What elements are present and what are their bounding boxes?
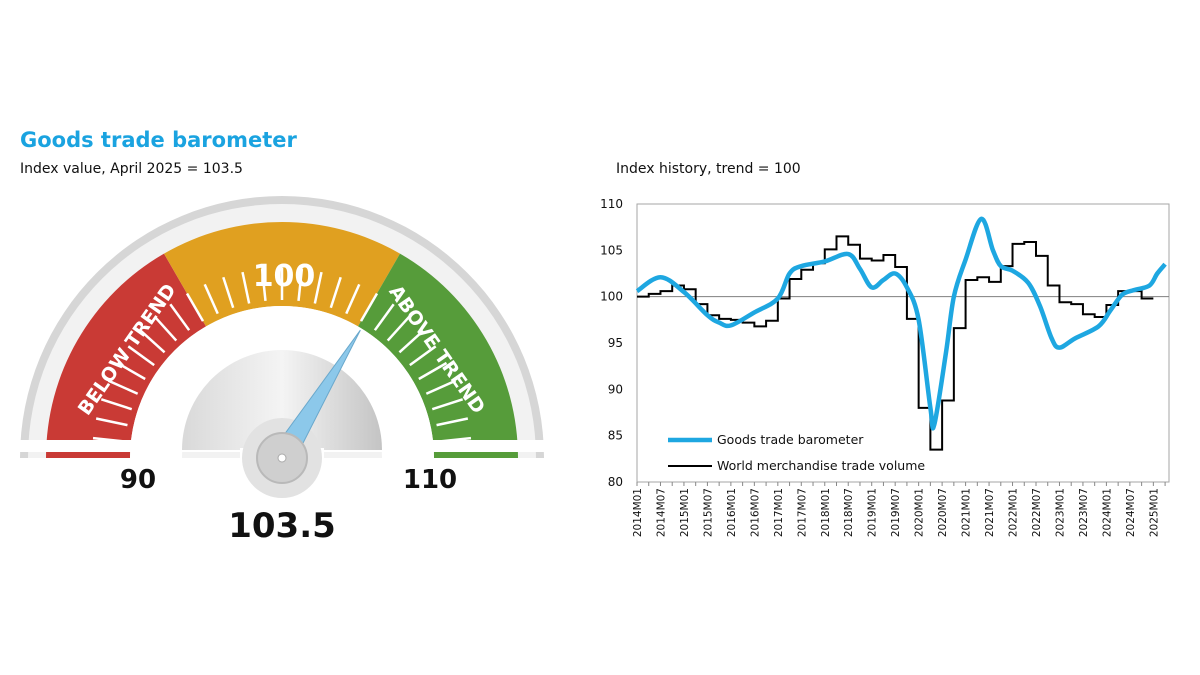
y-tick-label: 105 [600,243,623,257]
x-tick-label: 2021M07 [984,488,996,537]
gauge-tick [359,292,379,322]
gauge-tick [100,398,133,411]
gauge-tick [418,361,448,381]
gauge-title: Goods trade barometer [20,128,297,152]
x-tick-label: 2016M01 [726,488,738,537]
gauge-tick [222,276,235,309]
gauge-tick [153,315,178,342]
x-tick-label: 2019M07 [890,488,902,537]
x-tick-label: 2017M01 [773,488,785,537]
gauge-band-above [358,253,518,458]
gauge-tick [127,345,155,367]
y-tick-label: 85 [608,429,623,443]
x-tick-label: 2014M01 [632,488,644,537]
gauge-tick [169,303,191,331]
plot-area [636,203,1170,483]
gauge-mid-label: 100 [253,259,316,294]
gauge-tick [139,329,166,354]
x-tick-label: 2023M07 [1078,488,1090,537]
x-tick-label: 2025M01 [1148,488,1160,537]
legend-label-barometer: Goods trade barometer [717,432,864,447]
gauge-tick [297,268,304,301]
gauge-max-label: 110 [403,465,457,495]
gauge-tick [409,345,437,367]
x-tick-label: 2018M07 [843,488,855,537]
gauge-tick [241,271,251,304]
gauge-tick [345,283,361,315]
chart-title: Index history, trend = 100 [616,161,801,177]
x-tick-label: 2024M07 [1125,488,1137,537]
series-barometer-line [635,216,1167,431]
gauge-tick [260,268,267,301]
gauge-value-label: 103.5 [228,506,336,546]
gauge-knob-center [277,453,287,463]
x-tick-label: 2017M07 [796,488,808,537]
gauge-tick [398,329,425,354]
gauge-tick [425,379,457,395]
x-tick-label: 2015M01 [679,488,691,537]
gauge-tick [313,271,323,304]
gauge-tick [431,398,464,411]
y-tick-label: 110 [600,197,623,211]
x-tick-label: 2020M07 [937,488,949,537]
gauge-tick [203,283,219,315]
x-tick-label: 2023M01 [1054,488,1066,537]
gauge-tick [116,361,146,381]
gauge-tick [95,417,128,427]
x-tick-label: 2021M01 [961,488,973,537]
gauge-min-label: 90 [120,465,156,495]
x-tick-label: 2019M01 [867,488,879,537]
y-tick-label: 80 [608,475,623,489]
x-tick-label: 2015M07 [702,488,714,537]
gauge-subtitle: Index value, April 2025 = 103.5 [20,161,243,177]
gauge-tick [386,315,411,342]
gauge-tick [107,379,139,395]
x-tick-label: 2016M07 [749,488,761,537]
x-tick-label: 2022M01 [1008,488,1020,537]
gauge-tick [185,292,205,322]
x-tick-label: 2014M07 [655,488,667,537]
gauge-inner-ring [130,306,434,458]
x-tick-label: 2024M01 [1101,488,1113,537]
gauge-tick [373,303,395,331]
y-tick-label: 95 [608,336,623,350]
gauge-needle [256,329,361,484]
x-tick-label: 2022M07 [1031,488,1043,537]
y-tick-label: 100 [600,290,623,304]
series-trade-volume-line [637,235,1154,451]
gauge-tick [436,417,469,427]
gauge: 90 110 100 103.5 BELOW TREND ABOVE TREND [20,196,545,546]
gauge-band-below [46,253,206,458]
x-tick-label: 2018M01 [820,488,832,537]
x-tick-label: 2020M01 [914,488,926,537]
legend-label-trade-volume: World merchandise trade volume [717,458,925,473]
y-tick-label: 90 [608,382,623,396]
gauge-tick [329,276,342,309]
